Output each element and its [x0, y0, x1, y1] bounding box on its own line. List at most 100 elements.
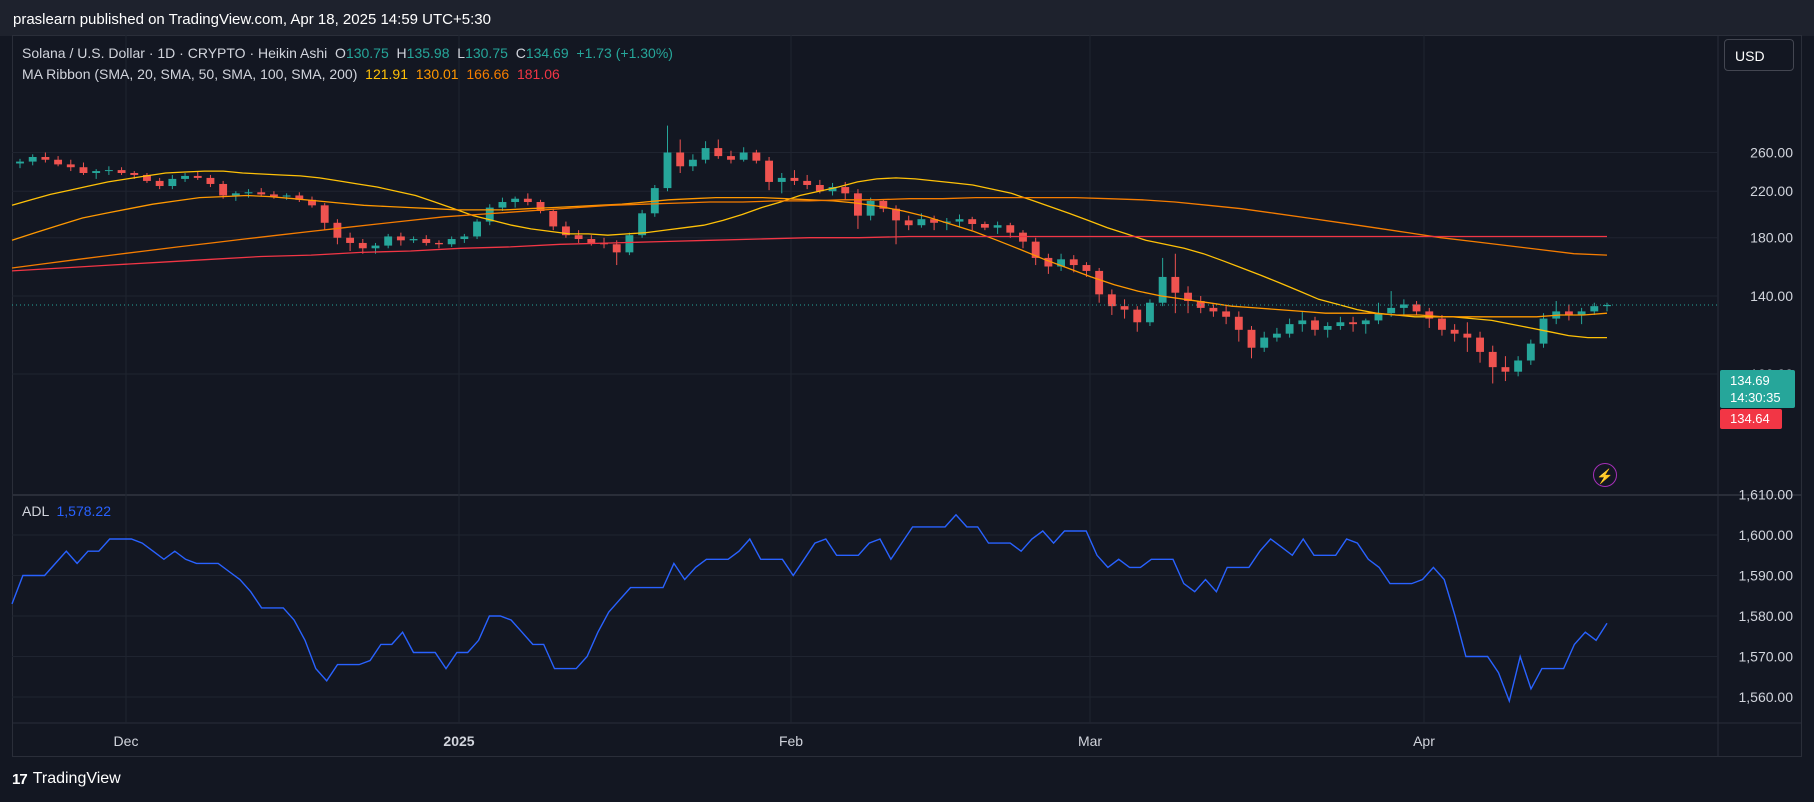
candle-body: [1590, 306, 1599, 312]
adl-tick-label: 1,610.00: [1739, 487, 1794, 503]
candle-body: [92, 171, 101, 173]
candle-body: [371, 245, 380, 249]
candle-body: [28, 157, 37, 162]
candle-body: [66, 164, 75, 168]
candle-body: [1603, 304, 1611, 307]
candle-body: [320, 205, 329, 223]
chart-frame: [12, 35, 1802, 757]
high-label: H: [396, 45, 407, 61]
candle-body: [282, 195, 291, 197]
candle-body: [295, 195, 304, 200]
candle-body: [841, 187, 850, 194]
candle-body: [219, 183, 228, 196]
candle-body: [1146, 302, 1154, 323]
change-value: +1.73 (+1.30%): [576, 45, 673, 61]
candle-body: [1399, 304, 1408, 308]
candle-body: [1171, 276, 1180, 293]
candle-body: [143, 174, 151, 181]
ma-line-sma-20: [11, 170, 1607, 339]
footer-brand[interactable]: 17 TradingView: [12, 770, 121, 788]
y-tick-label: 220.00: [1750, 183, 1793, 199]
candle-body: [1526, 343, 1535, 361]
candle-body: [1082, 265, 1091, 271]
candle-body: [727, 156, 735, 160]
candle-body: [536, 202, 545, 212]
candle-body: [1057, 259, 1066, 267]
candle-body: [980, 223, 989, 228]
candle-body: [1260, 337, 1269, 348]
candle-body: [752, 152, 761, 161]
adl-line: [11, 513, 1608, 704]
candle-body: [1450, 329, 1459, 334]
sma100-value: 166.66: [466, 66, 510, 82]
tradingview-logo-icon: 17: [12, 770, 28, 788]
adl-tick-label: 1,600.00: [1739, 527, 1794, 543]
candle-body: [663, 152, 672, 189]
x-tick-label: Apr: [1413, 733, 1435, 749]
ma-line-sma-200: [11, 235, 1607, 272]
candle-body: [612, 244, 621, 253]
candle-body: [765, 160, 773, 182]
candle-body: [1222, 311, 1231, 317]
low-value: 130.75: [465, 45, 508, 61]
low-label: L: [457, 45, 466, 61]
candle-body: [130, 172, 139, 175]
candle-body: [1514, 360, 1523, 372]
lightning-icon[interactable]: ⚡: [1593, 463, 1617, 487]
candle-body: [447, 239, 456, 245]
candle-body: [904, 220, 913, 226]
candle-body: [1298, 320, 1307, 325]
candle-body: [16, 161, 24, 164]
candle-body: [1311, 320, 1319, 330]
candle-body: [549, 211, 558, 227]
adl-label: ADL: [22, 503, 49, 519]
sma200-value: 181.06: [516, 66, 560, 82]
candle-body: [1234, 316, 1243, 330]
candle-body: [1463, 333, 1472, 338]
candle-body: [574, 235, 583, 240]
candle-body: [955, 219, 964, 222]
symbol-title[interactable]: Solana / U.S. Dollar · 1D · CRYPTO · Hei…: [22, 45, 328, 61]
candle-body: [1196, 301, 1205, 308]
candle-body: [54, 159, 63, 165]
candle-body: [1133, 309, 1142, 323]
candle-body: [993, 225, 1002, 228]
candle-body: [1184, 292, 1192, 302]
candle-body: [879, 200, 888, 209]
x-tick-label: 2025: [443, 733, 474, 749]
header-bar: praslearn published on TradingView.com, …: [0, 0, 1814, 36]
candle-body: [41, 157, 50, 160]
candle-body: [1209, 307, 1218, 312]
current-price-badge: 134.69 14:30:35: [1720, 370, 1795, 408]
candle-body: [1158, 276, 1167, 303]
candle-body: [409, 239, 418, 241]
adl-tick-label: 1,560.00: [1739, 689, 1794, 705]
candle-body: [777, 177, 786, 182]
candle-body: [1501, 367, 1510, 372]
candle-body: [498, 202, 507, 208]
candle-body: [1476, 337, 1484, 352]
candle-body: [422, 239, 431, 243]
adl-tick-label: 1,580.00: [1739, 608, 1794, 624]
candle-body: [638, 213, 647, 236]
candle-body: [1120, 306, 1129, 310]
adl-legend[interactable]: ADL 1,578.22: [22, 503, 111, 519]
candle-body: [625, 235, 634, 253]
ma-ribbon-legend[interactable]: MA Ribbon (SMA, 20, SMA, 50, SMA, 100, S…: [22, 66, 560, 82]
x-tick-label: Mar: [1078, 733, 1102, 749]
open-label: O: [335, 45, 346, 61]
candle-body: [1374, 313, 1383, 321]
candle-body: [346, 237, 355, 243]
high-value: 135.98: [406, 45, 450, 61]
candle-body: [511, 198, 520, 203]
candle-body: [1069, 259, 1078, 266]
candle-body: [942, 221, 951, 223]
candle-body: [1336, 322, 1345, 327]
close-value: 134.69: [525, 45, 569, 61]
candle-body: [460, 236, 469, 240]
candle-body: [1387, 307, 1396, 314]
candle-body: [244, 192, 253, 194]
bar-countdown: 14:30:35: [1730, 390, 1781, 405]
currency-button[interactable]: USD: [1724, 39, 1794, 71]
